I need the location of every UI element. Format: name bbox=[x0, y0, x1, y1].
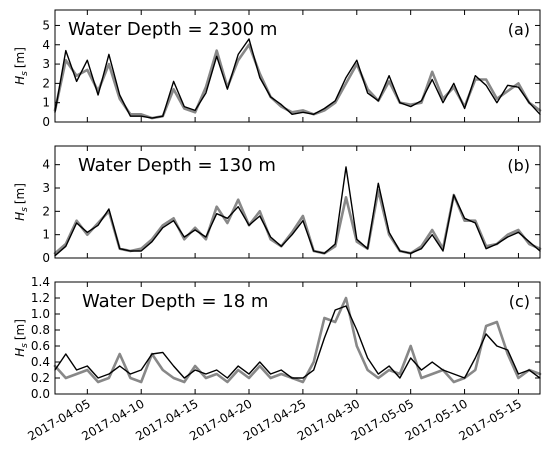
y-tick-label: 0 bbox=[42, 115, 50, 129]
series-line-0 bbox=[53, 43, 542, 120]
y-tick-label: 4 bbox=[42, 38, 50, 52]
y-axis-label-subscript: s bbox=[20, 207, 30, 212]
panel-title: Water Depth = 2300 m bbox=[68, 19, 277, 40]
y-tick-label: 0.8 bbox=[31, 323, 50, 337]
y-axis-label-unit: [m] bbox=[13, 183, 27, 204]
y-tick-label: 0.2 bbox=[31, 371, 50, 385]
y-axis-label-symbol: H bbox=[13, 76, 27, 85]
y-axis-label-unit: [m] bbox=[13, 319, 27, 340]
y-tick-label: 1.0 bbox=[31, 307, 50, 321]
y-tick-label: 3 bbox=[42, 57, 50, 71]
y-tick-label: 0.6 bbox=[31, 339, 50, 353]
plot-frame bbox=[54, 281, 541, 395]
plot-frame bbox=[54, 145, 541, 259]
x-axis-date-labels: 2017-04-052017-04-102017-04-152017-04-20… bbox=[25, 396, 524, 443]
y-axis-label-subscript: s bbox=[20, 71, 30, 76]
series-line-1 bbox=[54, 305, 541, 379]
y-tick-label: 0 bbox=[42, 251, 50, 265]
panel-letter: (c) bbox=[509, 292, 530, 311]
plot-frame bbox=[54, 9, 541, 123]
panel-letter: (a) bbox=[508, 20, 530, 39]
series-line-1 bbox=[54, 38, 541, 119]
y-axis-label-unit: [m] bbox=[13, 47, 27, 68]
panel-letter: (b) bbox=[507, 156, 530, 175]
panel-c: 0.0 0.2 0.4 0.6 0.8 1.0 1.2 1.4 Hs [m] Water Depth… bbox=[13, 275, 542, 401]
y-tick-label: 2 bbox=[42, 204, 50, 218]
panel-a: 0 1 2 3 4 5 Hs [m] Water Depth = 2300 m (a) bbox=[13, 9, 542, 129]
y-axis-label: Hs [m] bbox=[13, 319, 30, 357]
y-tick-label: 0.0 bbox=[31, 387, 50, 401]
y-tick-label: 3 bbox=[42, 181, 50, 195]
series-line-1 bbox=[54, 166, 541, 257]
y-tick-label: 1 bbox=[42, 228, 50, 242]
y-axis-label: Hs [m] bbox=[13, 183, 30, 221]
y-tick-label: 1 bbox=[42, 96, 50, 110]
y-axis-label-subscript: s bbox=[20, 343, 30, 348]
y-axis-label: Hs [m] bbox=[13, 47, 30, 85]
y-axis-label-symbol: H bbox=[13, 212, 27, 221]
panel-b: 0 1 2 3 4 Hs [m] Water Depth = 130 m (b) bbox=[13, 145, 542, 265]
y-tick-label: 5 bbox=[42, 18, 50, 32]
panel-title: Water Depth = 130 m bbox=[78, 155, 276, 176]
y-axis-label-symbol: H bbox=[13, 348, 27, 357]
y-tick-label: 4 bbox=[42, 158, 50, 172]
panel-title: Water Depth = 18 m bbox=[82, 291, 268, 312]
y-tick-label: 1.2 bbox=[31, 291, 50, 305]
y-tick-label: 0.4 bbox=[31, 355, 50, 369]
y-tick-label: 2 bbox=[42, 76, 50, 90]
series-line-0 bbox=[53, 189, 542, 255]
y-tick-label: 1.4 bbox=[31, 275, 50, 289]
series-line-0 bbox=[53, 296, 542, 384]
